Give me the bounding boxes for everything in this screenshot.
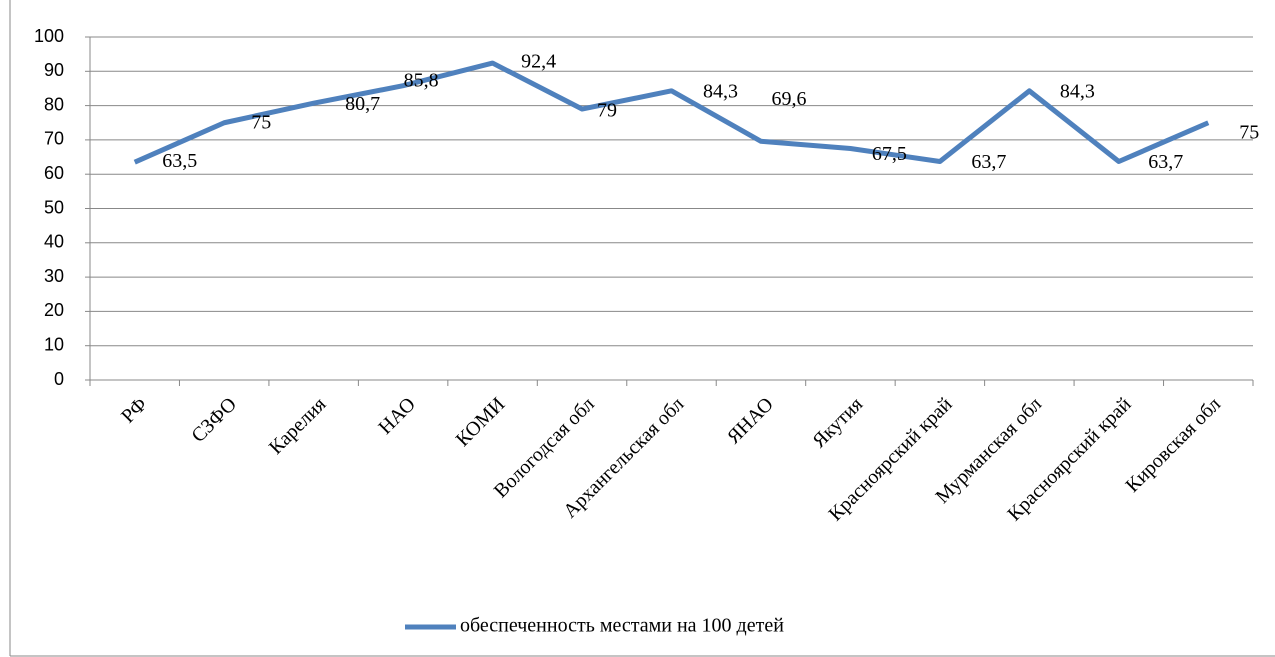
data-label: 92,4 — [521, 51, 556, 73]
data-label: 75 — [1239, 121, 1259, 143]
data-label: 69,6 — [771, 88, 806, 110]
data-label: 63,7 — [1148, 151, 1183, 173]
data-label: 84,3 — [703, 80, 738, 102]
data-label: 63,5 — [162, 150, 197, 172]
y-tick-label: 60 — [44, 163, 64, 183]
y-tick-label: 50 — [44, 197, 64, 217]
y-tick-label: 90 — [44, 60, 64, 80]
x-tick-label: НАО — [374, 393, 419, 438]
data-label: 80,7 — [345, 93, 380, 115]
x-tick-label: Якутия — [808, 393, 867, 452]
x-tick-label: СЗФО — [187, 393, 241, 447]
data-label: 67,5 — [872, 143, 907, 165]
data-label: 84,3 — [1060, 80, 1095, 102]
legend-label: обеспеченность местами на 100 детей — [460, 615, 784, 637]
series-line — [133, 60, 1210, 165]
x-tick-label: КОМИ — [452, 393, 510, 451]
data-label: 63,7 — [971, 151, 1006, 173]
y-tick-label: 40 — [44, 232, 64, 252]
data-label: 79 — [597, 100, 617, 122]
y-tick-label: 0 — [54, 369, 64, 389]
y-tick-label: 20 — [44, 300, 64, 320]
chart-frame — [9, 0, 1275, 657]
y-tick-label: 30 — [44, 266, 64, 286]
x-tick-label: Кировская обл — [1122, 393, 1226, 497]
y-tick-label: 10 — [44, 334, 64, 354]
y-tick-label: 80 — [44, 94, 64, 114]
x-tick-label: ЯНАО — [723, 393, 778, 448]
x-tick-label: РФ — [117, 393, 151, 427]
x-tick-label: Карелия — [265, 393, 331, 459]
y-tick-label: 100 — [34, 26, 64, 46]
y-tick-label: 70 — [44, 129, 64, 149]
data-label: 85,8 — [404, 69, 439, 91]
data-label: 75 — [251, 111, 271, 133]
